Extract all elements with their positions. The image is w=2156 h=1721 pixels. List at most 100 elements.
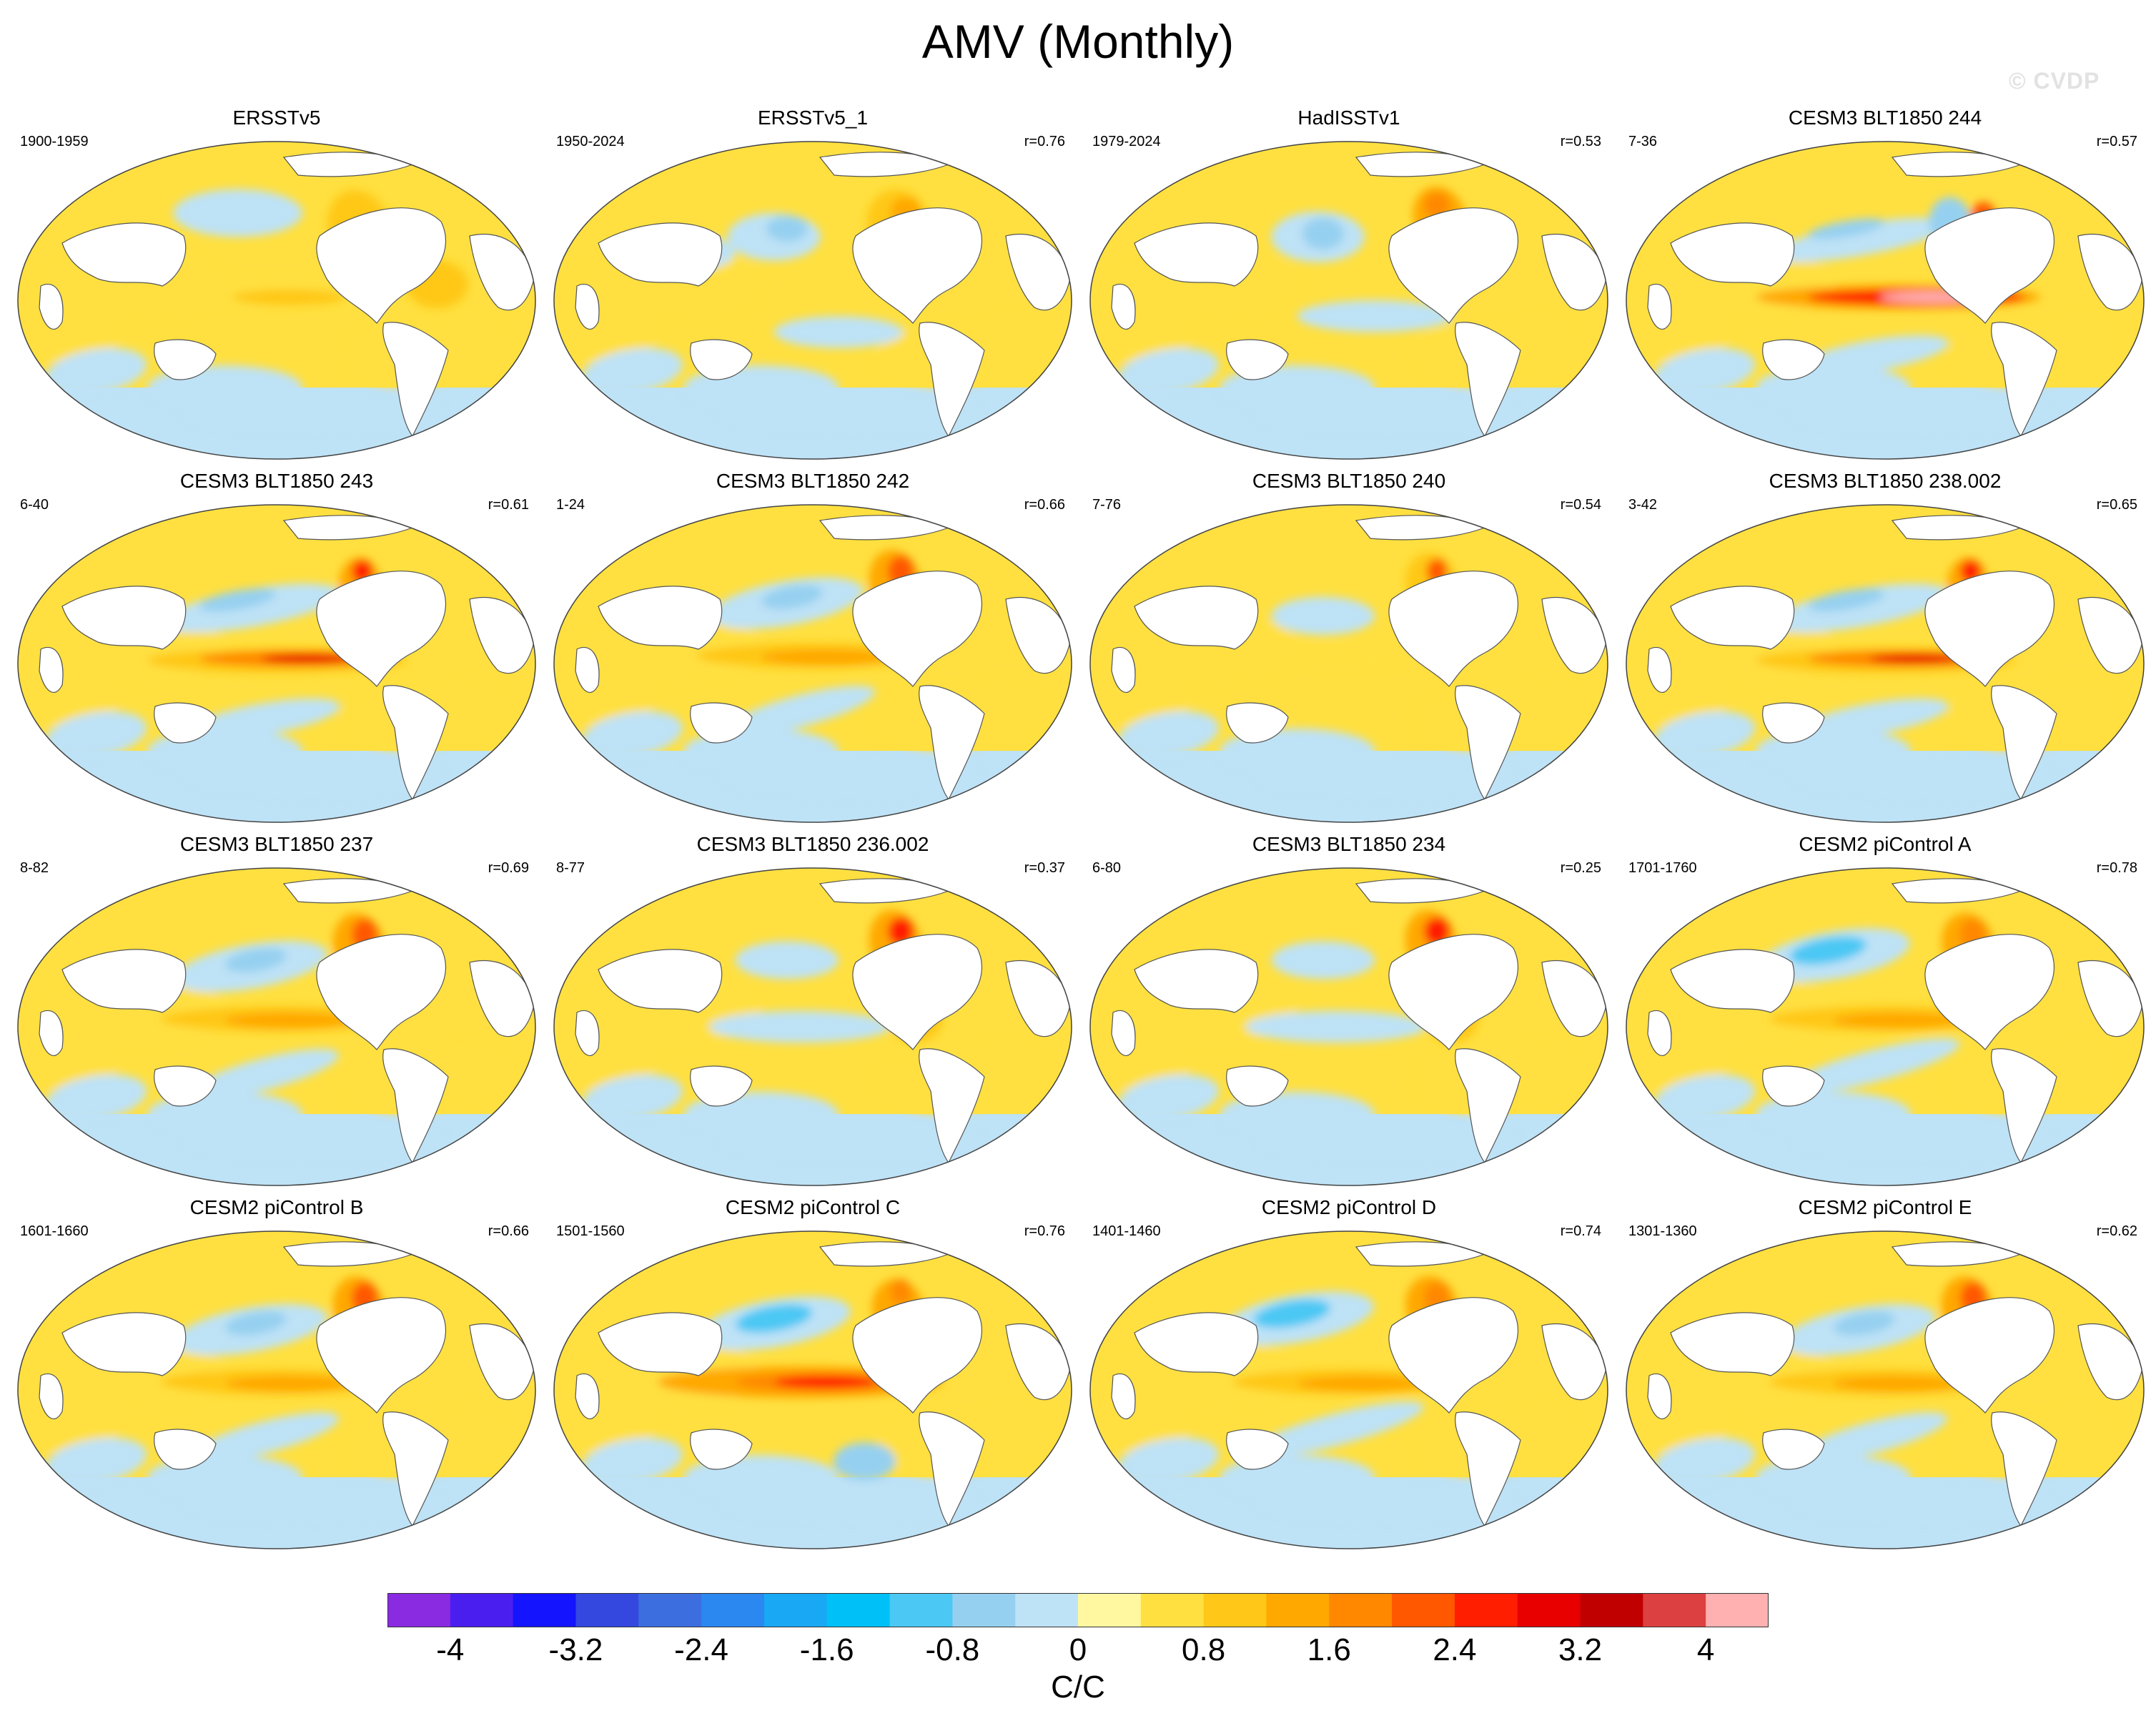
map-panel: CESM3 BLT1850 238.002 3-42 r=0.65 [1617,469,2153,834]
map-icon [1626,504,2145,823]
panel-correlation: r=0.76 [1024,134,1065,149]
map-panel: CESM3 BLT1850 242 1-24 r=0.66 [545,469,1081,834]
map-icon [1626,867,2145,1186]
map-icon [553,1231,1072,1549]
colorbar-swatch [450,1593,514,1627]
map-panel: CESM3 BLT1850 240 7-76 r=0.54 [1081,469,1617,834]
panel-period: 6-80 [1092,860,1122,876]
colorbar-tick: -3.2 [548,1632,603,1667]
panel-title: CESM2 piControl D [1261,1196,1437,1218]
map-icon [1089,141,1608,460]
colorbar-swatch [638,1593,702,1627]
panel-period: 6-40 [20,497,49,513]
panel-title: HadISSTv1 [1297,107,1400,129]
panel-title: CESM3 BLT1850 242 [716,470,910,492]
colorbar-tick: 3.2 [1558,1632,1603,1667]
colorbar [387,1593,1769,1627]
panel-period: 1979-2024 [1092,134,1161,149]
panel-title: CESM2 piControl A [1799,833,1972,855]
map-panel: CESM3 BLT1850 237 8-82 r=0.69 [9,832,545,1197]
panel-period: 1950-2024 [556,134,625,149]
map-panel: HadISSTv1 1979-2024 r=0.53 [1081,106,1617,470]
panel-title: CESM2 piControl B [189,1196,364,1218]
panel-title: CESM2 piControl C [725,1196,901,1218]
map-panel: CESM3 BLT1850 244 7-36 r=0.57 [1617,106,2153,470]
map-icon [17,504,536,823]
panel-period: 8-77 [556,860,585,876]
panel-title: CESM3 BLT1850 244 [1788,107,1982,129]
map-icon [1089,1231,1608,1549]
panel-correlation: r=0.37 [1024,860,1065,876]
figure-title: AMV (Monthly) [921,15,1235,68]
panel-correlation: r=0.78 [2096,860,2137,876]
panel-title: CESM3 BLT1850 237 [179,833,374,855]
map-icon [17,1231,536,1549]
colorbar-tick: -1.6 [799,1632,854,1667]
panel-period: 1401-1460 [1092,1223,1161,1239]
panel-title: CESM2 piControl E [1798,1196,1972,1218]
colorbar-swatch [1706,1593,1769,1627]
colorbar-tick: 0.8 [1182,1632,1226,1667]
panel-correlation: r=0.76 [1024,1223,1065,1239]
colorbar-tick: 1.6 [1307,1632,1351,1667]
panel-correlation: r=0.62 [2096,1223,2137,1239]
colorbar-tick: 4 [1696,1632,1715,1667]
map-panel: CESM3 BLT1850 236.002 8-77 r=0.37 [545,832,1081,1197]
map-panel: CESM2 piControl C 1501-1560 r=0.76 [545,1195,1081,1560]
map-icon [1626,1231,2145,1549]
map-panel: CESM2 piControl A 1701-1760 r=0.78 [1617,832,2153,1197]
map-panel: CESM2 piControl E 1301-1360 r=0.62 [1617,1195,2153,1560]
colorbar-swatch [1643,1593,1706,1627]
panel-correlation: r=0.66 [1024,497,1065,513]
colorbar-swatch [826,1593,891,1627]
panel-correlation: r=0.25 [1560,860,1601,876]
map-panel: ERSSTv5 1900-1959 [9,106,545,470]
panel-correlation: r=0.66 [488,1223,529,1239]
watermark: © CVDP [2009,68,2100,94]
map-icon [553,504,1072,823]
colorbar-tick: -4 [436,1632,465,1667]
colorbar-swatch [1392,1593,1455,1627]
panel-title: CESM3 BLT1850 240 [1252,470,1446,492]
colorbar-units: C/C [1051,1670,1105,1705]
panel-period: 8-82 [20,860,49,876]
panel-correlation: r=0.54 [1560,497,1601,513]
colorbar-tick: -2.4 [674,1632,728,1667]
panel-correlation: r=0.57 [2096,134,2137,149]
map-icon [1089,867,1608,1186]
colorbar-swatch [1454,1593,1518,1627]
map-panel: CESM2 piControl B 1601-1660 r=0.66 [9,1195,545,1560]
colorbar-swatch [1140,1593,1205,1627]
map-icon [17,141,536,460]
map-icon [1089,504,1608,823]
colorbar-swatch [1078,1593,1142,1627]
colorbar-swatch [513,1593,576,1627]
colorbar-swatch [763,1593,828,1627]
panel-correlation: r=0.74 [1560,1223,1601,1239]
panel-period: 3-42 [1628,497,1658,513]
colorbar-swatch [701,1593,765,1627]
map-panel: CESM3 BLT1850 234 6-80 r=0.25 [1081,832,1617,1197]
colorbar-tick: 2.4 [1433,1632,1477,1667]
panel-period: 1701-1760 [1628,860,1697,876]
panel-period: 1301-1360 [1628,1223,1697,1239]
colorbar-tick: 0 [1069,1632,1087,1667]
panel-title: CESM3 BLT1850 236.002 [696,833,929,855]
panel-title: ERSSTv5 [232,107,321,129]
panel-period: 7-36 [1628,134,1658,149]
map-panel: ERSSTv5_1 1950-2024 r=0.76 [545,106,1081,470]
map-panel: CESM2 piControl D 1401-1460 r=0.74 [1081,1195,1617,1560]
panel-title: CESM3 BLT1850 243 [179,470,374,492]
panel-period: 1601-1660 [20,1223,89,1239]
map-icon [553,141,1072,460]
panel-title: CESM3 BLT1850 238.002 [1769,470,2002,492]
panel-title: CESM3 BLT1850 234 [1252,833,1446,855]
panel-period: 1-24 [556,497,585,513]
colorbar-swatch [1203,1593,1267,1627]
map-panel: CESM3 BLT1850 243 6-40 r=0.61 [9,469,545,834]
colorbar-tick: -0.8 [925,1632,980,1667]
colorbar-swatch [889,1593,953,1627]
panel-correlation: r=0.61 [488,497,529,513]
panel-period: 1900-1959 [20,134,89,149]
panel-period: 7-76 [1092,497,1122,513]
